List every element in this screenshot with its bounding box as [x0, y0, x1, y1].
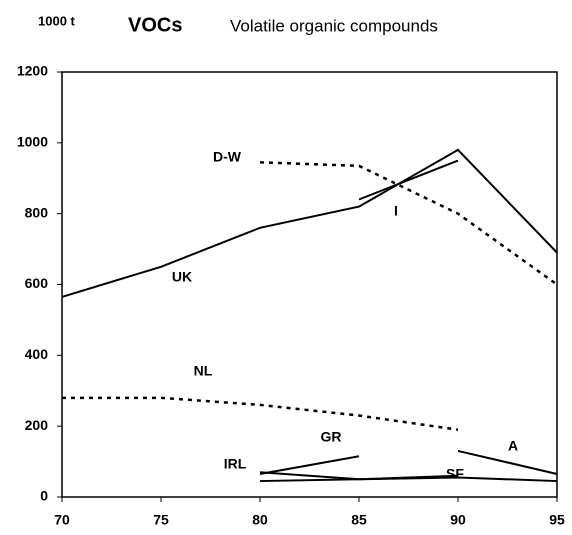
y-tick-label: 800 — [25, 204, 49, 220]
series-label: A — [508, 438, 518, 454]
chart-title: VOCs — [128, 14, 182, 36]
y-tick-label: 200 — [25, 417, 49, 433]
series-label: D-W — [213, 149, 242, 165]
series-line — [61, 148, 558, 298]
series-line — [259, 476, 558, 483]
y-tick-label: 1000 — [17, 134, 48, 150]
series-label: IRL — [224, 456, 247, 472]
x-tick-label: 85 — [351, 512, 367, 528]
chart-subtitle: Volatile organic compounds — [230, 16, 438, 35]
x-tick-label: 95 — [549, 512, 565, 528]
x-tick-label: 80 — [252, 512, 268, 528]
x-tick-label: 70 — [54, 512, 70, 528]
y-tick-label: 1200 — [17, 63, 48, 79]
x-tick-label: 90 — [450, 512, 466, 528]
series-line — [259, 455, 360, 475]
series-label: I — [394, 203, 398, 219]
y-tick-label: 600 — [25, 275, 49, 291]
series-label: NL — [194, 363, 213, 379]
plot-area — [61, 71, 558, 498]
y-axis-label: 1000 t — [38, 13, 76, 28]
series-label: GR — [321, 429, 342, 445]
series-line — [358, 159, 459, 201]
series-line — [457, 449, 558, 475]
series-label: SF — [446, 466, 464, 482]
series-line — [62, 396, 459, 431]
series-label: UK — [172, 269, 192, 285]
series-line — [259, 161, 558, 286]
y-tick-label: 400 — [25, 346, 49, 362]
y-tick-label: 0 — [40, 488, 48, 504]
x-tick-label: 75 — [153, 512, 169, 528]
